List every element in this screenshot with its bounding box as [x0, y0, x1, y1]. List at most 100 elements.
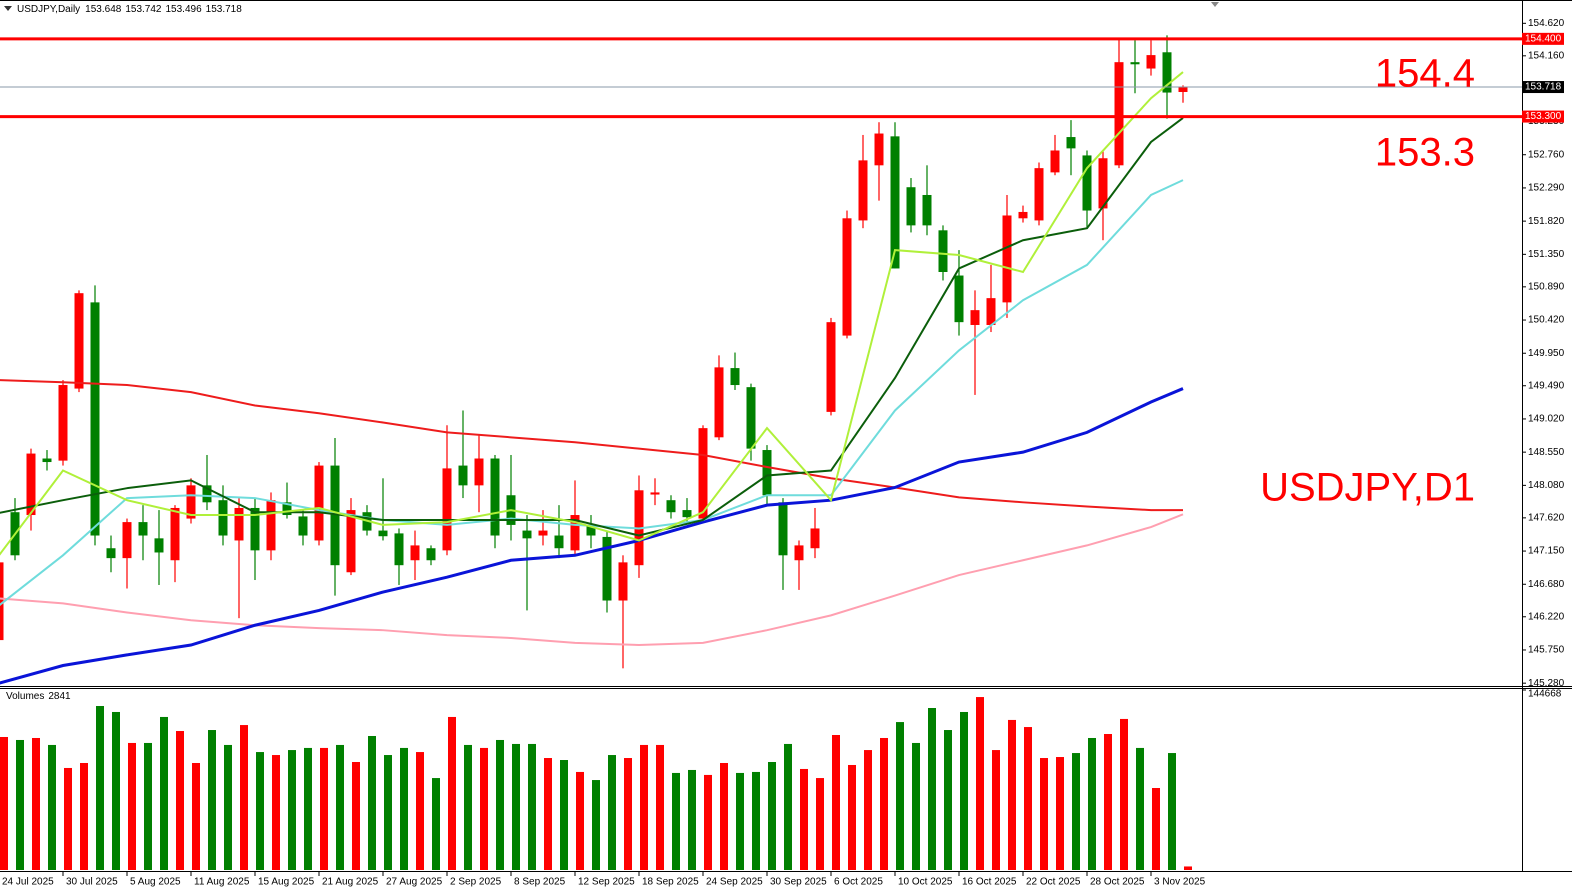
y-tick-label: 154.620: [1528, 18, 1565, 29]
y-tick-label: 152.290: [1528, 183, 1565, 194]
x-tick-label: 30 Sep 2025: [770, 877, 827, 888]
volume-bar: [416, 752, 424, 870]
current-price-box: [1522, 81, 1564, 94]
candle-body: [442, 468, 452, 551]
symbol-icon: [4, 6, 12, 11]
candle-body: [298, 516, 308, 536]
candle-body: [266, 500, 276, 551]
volume-bar: [96, 706, 104, 870]
candle-body: [842, 218, 852, 336]
chart-header: USDJPY,Daily 153.648 153.742 153.496 153.718: [17, 4, 242, 15]
candle-body: [1050, 150, 1060, 173]
level-label: 153.300: [1525, 111, 1562, 122]
x-tick-label: 2 Sep 2025: [450, 877, 502, 888]
volume-bar: [720, 762, 728, 870]
candle-body: [90, 302, 100, 536]
volume-bar: [384, 755, 392, 870]
x-tick-label: 22 Oct 2025: [1026, 877, 1081, 888]
moving-average: [0, 179, 1184, 606]
volume-bar: [832, 735, 840, 870]
volume-bar: [288, 750, 296, 870]
x-tick-label: 24 Jul 2025: [2, 877, 54, 888]
y-tick-label: 149.020: [1528, 414, 1565, 425]
candle-body: [794, 545, 804, 561]
volume-bar: [528, 743, 536, 870]
y-tick-label: 150.420: [1528, 315, 1565, 326]
level-label-box: [1522, 32, 1564, 45]
candle-body: [154, 538, 164, 553]
volume-bar: [32, 737, 40, 870]
current-price-label: 153.718: [1525, 82, 1562, 93]
x-tick-label: 6 Oct 2025: [834, 877, 883, 888]
candle-body: [714, 367, 724, 438]
volume-bar: [592, 780, 600, 870]
level-label: 154.400: [1525, 33, 1562, 44]
candle-body: [746, 387, 756, 449]
moving-average: [0, 117, 1184, 537]
volume-bar: [464, 744, 472, 870]
volume-bar: [1136, 747, 1144, 870]
x-tick-label: 24 Sep 2025: [706, 877, 763, 888]
x-tick-label: 10 Oct 2025: [898, 877, 953, 888]
candle-body: [970, 310, 980, 325]
candle-body: [890, 136, 900, 269]
volume-bar: [64, 767, 72, 870]
y-tick-label: 149.490: [1528, 380, 1565, 391]
volume-bar: [224, 744, 232, 870]
candle-body: [234, 507, 244, 541]
scroll-marker: [1211, 2, 1219, 7]
candle-body: [602, 536, 612, 601]
moving-average: [0, 379, 1183, 512]
candle-body: [618, 562, 628, 601]
candle-body: [490, 458, 500, 536]
y-tick-label: 149.950: [1528, 348, 1565, 359]
candle-body: [474, 458, 484, 486]
y-tick-label: 151.820: [1528, 216, 1565, 227]
candle-body: [282, 502, 292, 516]
volume-bar: [736, 772, 744, 870]
volume-bar: [976, 697, 984, 870]
volume-bar: [368, 735, 376, 870]
volume-bar: [1072, 753, 1080, 870]
x-tick-label: 12 Sep 2025: [578, 877, 635, 888]
symbol-title: USDJPY,Daily: [17, 4, 80, 15]
candle-body: [202, 485, 212, 503]
volume-bar: [928, 708, 936, 870]
volume-bar: [752, 771, 760, 870]
candle-body: [986, 298, 996, 325]
candle-body: [922, 194, 932, 226]
y-tick-label: 144668: [1528, 689, 1562, 700]
high-value: 153.742: [125, 4, 162, 15]
y-tick-label: 146.220: [1528, 611, 1565, 622]
candle-body: [1018, 211, 1028, 219]
candle-body: [426, 548, 436, 561]
candle-body: [522, 530, 532, 539]
volume-bar: [1088, 737, 1096, 870]
candle-body: [1034, 168, 1044, 221]
x-tick-label: 16 Oct 2025: [962, 877, 1017, 888]
x-tick-label: 15 Aug 2025: [258, 877, 315, 888]
candle-body: [858, 160, 868, 221]
candle-body: [682, 510, 692, 518]
candle-body: [906, 187, 916, 226]
y-tick-label: 148.080: [1528, 480, 1565, 491]
candle-body: [122, 522, 132, 559]
volume-bar: [320, 747, 328, 870]
volume-bar: [0, 736, 8, 870]
volume-bar: [336, 744, 344, 870]
volume-bar: [1040, 758, 1048, 870]
candle-body: [730, 368, 740, 386]
candle-body: [1114, 62, 1124, 166]
candle-body: [538, 530, 548, 536]
candle-body: [74, 293, 84, 389]
volume-bar: [992, 750, 1000, 870]
x-tick-label: 3 Nov 2025: [1154, 877, 1206, 888]
volume-bar: [208, 730, 216, 870]
x-tick-label: 27 Aug 2025: [386, 877, 443, 888]
y-tick-label: 146.680: [1528, 579, 1565, 590]
candle-body: [410, 545, 420, 561]
x-tick-label: 11 Aug 2025: [194, 877, 250, 888]
y-tick-label: 150.890: [1528, 281, 1565, 292]
candle-body: [1002, 215, 1012, 303]
